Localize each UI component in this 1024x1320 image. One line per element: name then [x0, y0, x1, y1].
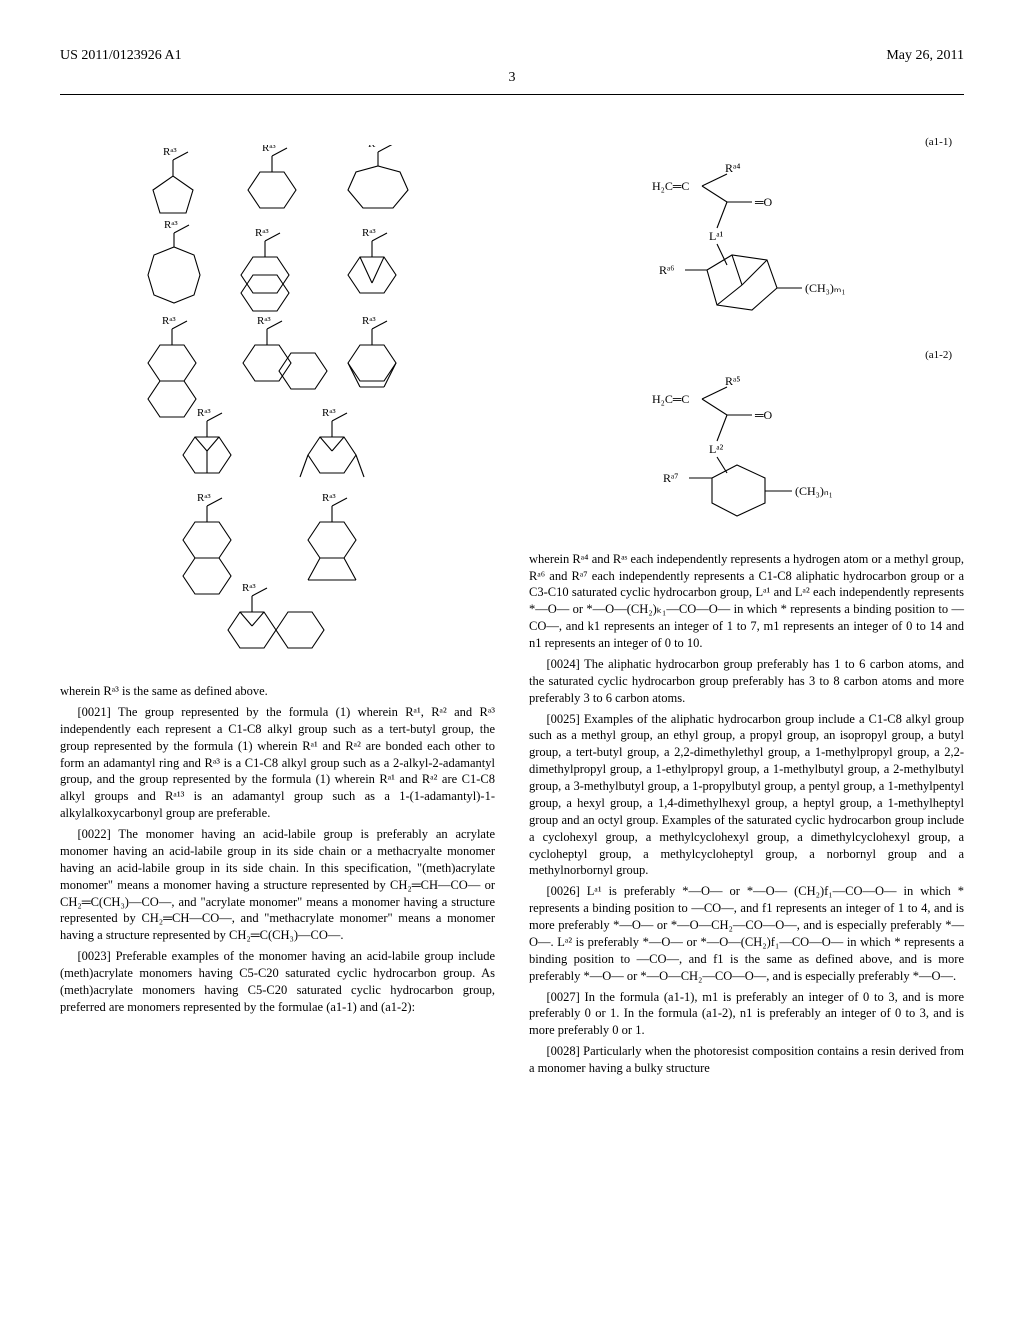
- svg-text:Rᵃ³: Rᵃ³: [322, 407, 336, 419]
- formula-a1-2-figure: H₂C═C Rᵃ⁵ ═O Lᵃ² Rᵃ⁷ (CH₃)ₙ₁: [529, 373, 964, 533]
- cyclic-structures-svg: Rᵃ³ Rᵃ³ Rᵃ³: [113, 145, 443, 665]
- figure-caption: wherein Rᵃ³ is the same as defined above…: [60, 683, 495, 700]
- svg-text:Rᵃ³: Rᵃ³: [368, 145, 382, 150]
- chem-ra6: Rᵃ⁶: [659, 263, 674, 277]
- svg-text:Rᵃ³: Rᵃ³: [164, 219, 178, 231]
- paragraph-0027: [0027] In the formula (a1-1), m1 is pref…: [529, 989, 964, 1040]
- header-right: May 26, 2011: [886, 48, 964, 64]
- svg-text:Rᵃ³: Rᵃ³: [257, 315, 271, 327]
- formula-a1-1-figure: H₂C═C Rᵃ⁴ ═O Lᵃ¹ Rᵃ⁶: [529, 160, 964, 330]
- svg-text:Rᵃ³: Rᵃ³: [162, 315, 176, 327]
- paragraph-0025: [0025] Examples of the aliphatic hydroca…: [529, 711, 964, 880]
- chem-eq-o-1: ═O: [754, 195, 773, 209]
- formula-a1-2-svg: H₂C═C Rᵃ⁵ ═O Lᵃ² Rᵃ⁷ (CH₃)ₙ₁: [617, 373, 877, 533]
- chem-ra7: Rᵃ⁷: [663, 471, 678, 485]
- chem-la1: Lᵃ¹: [709, 229, 724, 243]
- svg-text:Rᵃ³: Rᵃ³: [163, 146, 177, 158]
- paragraph-0026: [0026] Lᵃ¹ is preferably *—O— or *—O— (C…: [529, 883, 964, 984]
- page-number: 3: [60, 70, 964, 86]
- chem-h2c-2: H₂C═C: [652, 392, 689, 406]
- chem-ra5: Rᵃ⁵: [725, 374, 740, 388]
- two-column-layout: Rᵃ³ Rᵃ³ Rᵃ³: [60, 135, 964, 1081]
- right-column: (a1-1) H₂C═C Rᵃ⁴ ═O Lᵃ¹: [529, 135, 964, 1081]
- paragraph-0022: [0022] The monomer having an acid-labile…: [60, 826, 495, 944]
- svg-text:Rᵃ³: Rᵃ³: [255, 227, 269, 239]
- svg-text:Rᵃ³: Rᵃ³: [322, 492, 336, 504]
- header-left: US 2011/0123926 A1: [60, 48, 182, 64]
- paragraph-wherein: wherein Rᵃ⁴ and Rᵃˢ each independently r…: [529, 551, 964, 652]
- chem-la2: Lᵃ²: [709, 442, 724, 456]
- chem-h2c: H₂C═C: [652, 179, 689, 193]
- svg-text:Rᵃ³: Rᵃ³: [197, 492, 211, 504]
- paragraph-0028: [0028] Particularly when the photoresist…: [529, 1043, 964, 1077]
- header-rule: [60, 94, 964, 95]
- left-column: Rᵃ³ Rᵃ³ Rᵃ³: [60, 135, 495, 1081]
- formula-label-a1-1: (a1-1): [529, 135, 964, 150]
- chem-ch3-n1: (CH₃)ₙ₁: [795, 484, 833, 498]
- svg-text:Rᵃ³: Rᵃ³: [262, 145, 276, 154]
- svg-text:Rᵃ³: Rᵃ³: [197, 407, 211, 419]
- chem-ra4: Rᵃ⁴: [725, 161, 740, 175]
- chemical-structures-figure: Rᵃ³ Rᵃ³ Rᵃ³: [60, 145, 495, 665]
- svg-text:Rᵃ³: Rᵃ³: [362, 227, 376, 239]
- page-container: US 2011/0123926 A1 May 26, 2011 3 Rᵃ³: [0, 0, 1024, 1111]
- svg-text:Rᵃ³: Rᵃ³: [242, 582, 256, 594]
- paragraph-0024: [0024] The aliphatic hydrocarbon group p…: [529, 656, 964, 707]
- formula-label-a1-2: (a1-2): [529, 348, 964, 363]
- chem-eq-o-2: ═O: [754, 408, 773, 422]
- formula-a1-1-svg: H₂C═C Rᵃ⁴ ═O Lᵃ¹ Rᵃ⁶: [617, 160, 877, 330]
- chem-ch3-m1: (CH₃)ₘ₁: [805, 281, 846, 295]
- paragraph-0021: [0021] The group represented by the form…: [60, 704, 495, 822]
- paragraph-0023: [0023] Preferable examples of the monome…: [60, 948, 495, 1016]
- svg-text:Rᵃ³: Rᵃ³: [362, 315, 376, 327]
- page-header: US 2011/0123926 A1 May 26, 2011: [60, 48, 964, 64]
